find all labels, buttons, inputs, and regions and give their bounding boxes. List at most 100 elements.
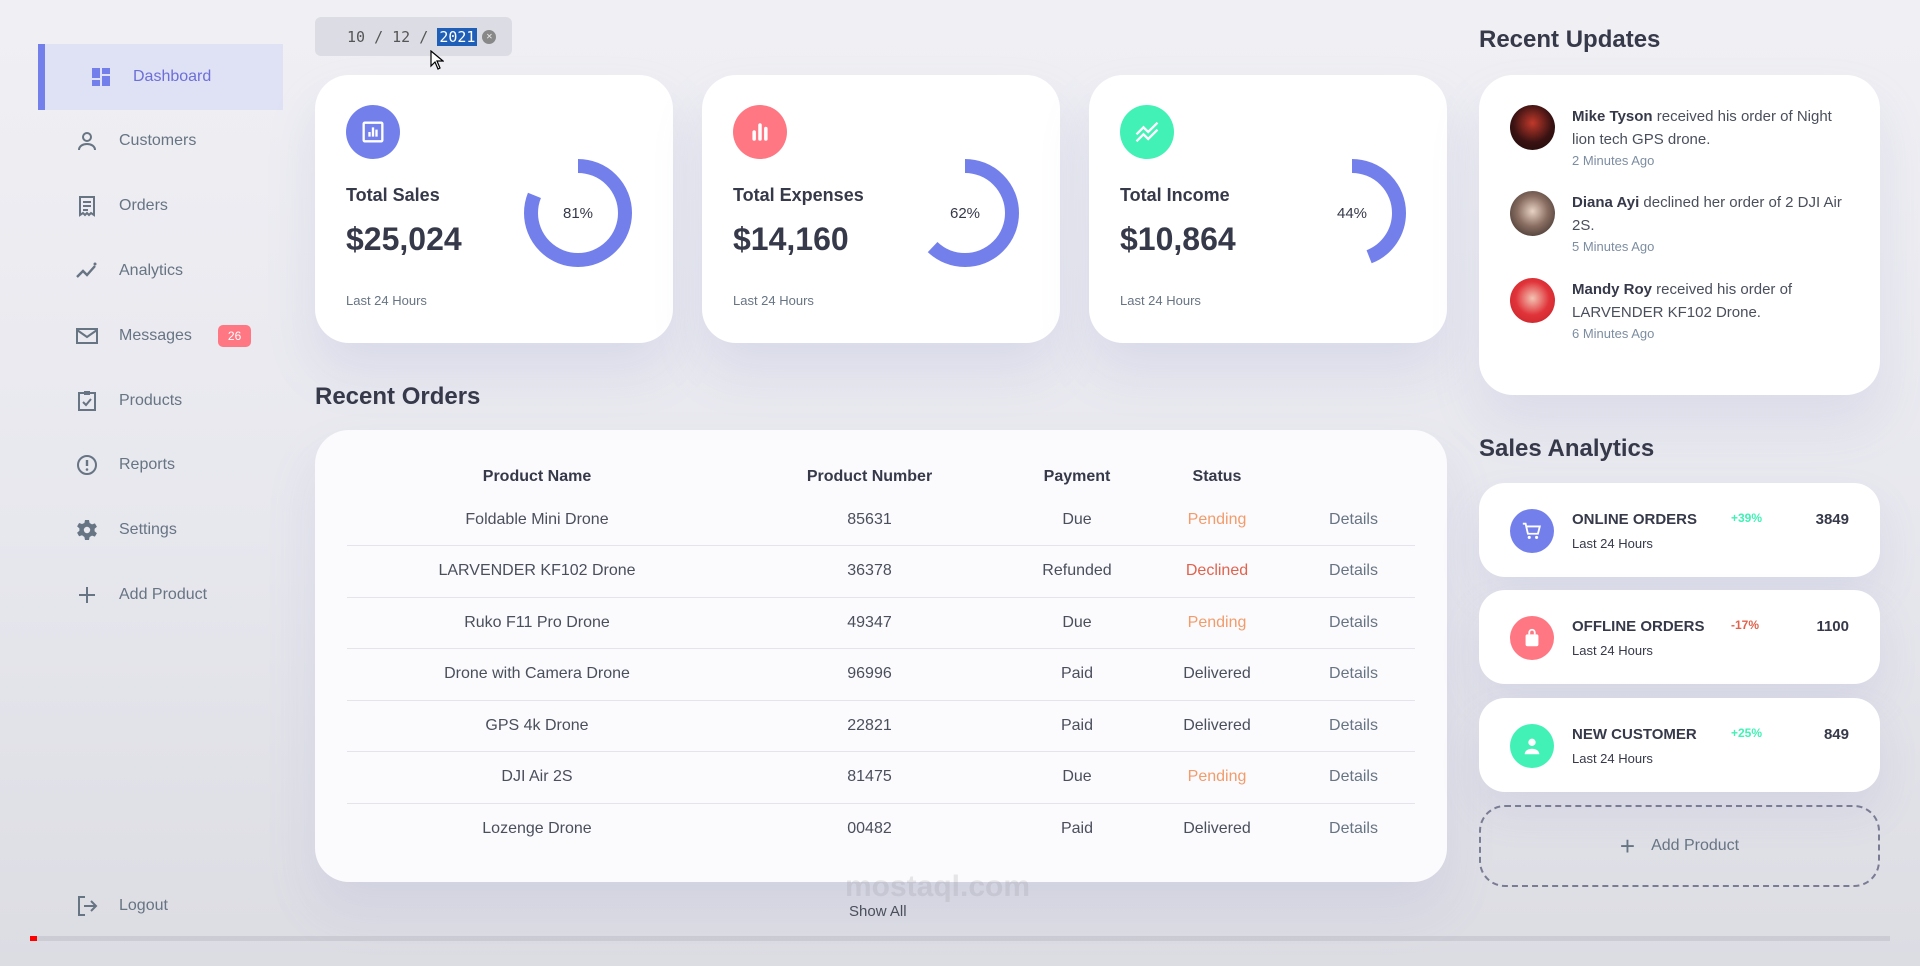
payment-cell: Paid	[1012, 648, 1142, 701]
sidebar-item-label: Settings	[119, 521, 177, 538]
sidebar-item-label: Analytics	[119, 262, 184, 279]
payment-cell: Paid	[1012, 700, 1142, 752]
avatar	[1510, 278, 1555, 323]
video-progress-fill	[30, 936, 38, 941]
status-cell: Delivered	[1142, 700, 1292, 752]
stat-period: Last 24 Hours	[733, 293, 814, 308]
sidebar-item-orders[interactable]: Orders	[38, 173, 283, 239]
clear-date-icon[interactable]: ✕	[482, 29, 497, 44]
sidebar-item-products[interactable]: Products	[38, 368, 283, 434]
update-time: 2 Minutes Ago	[1572, 153, 1655, 168]
product-name-cell: Drone with Camera Drone	[347, 648, 727, 701]
update-message: declined her order of 2 DJI Air 2S.	[1572, 194, 1842, 234]
online-orders-item[interactable]: ONLINE ORDERS Last 24 Hours +39% 3849	[1479, 483, 1880, 577]
details-link[interactable]: Details	[1292, 545, 1415, 598]
details-link[interactable]: Details	[1292, 648, 1415, 701]
watermark-text: mostaql.com	[845, 870, 1031, 903]
update-user-name: Diana Ayi	[1572, 194, 1640, 211]
sidebar-item-logout[interactable]: Logout	[38, 873, 283, 939]
bag-icon	[1510, 616, 1554, 660]
person-icon	[74, 128, 100, 154]
payment-cell: Paid	[1060, 820, 1094, 837]
sidebar-item-add-product[interactable]: Add Product	[38, 562, 283, 628]
sidebar-item-label: Messages	[119, 327, 192, 344]
bar-chart-icon	[346, 105, 400, 159]
details-link[interactable]: Details	[1292, 597, 1415, 649]
sales-analytics-title: Sales Analytics	[1479, 435, 1655, 462]
stat-percent: 62%	[949, 204, 981, 222]
details-link[interactable]: Details	[1292, 700, 1415, 752]
product-number-cell: 49347	[727, 597, 1012, 649]
payment-cell: Due	[1012, 751, 1142, 804]
trending-icon	[1120, 105, 1174, 159]
details-link[interactable]: Details	[1292, 494, 1415, 546]
progress-ring	[1298, 159, 1406, 267]
product-name-cell: GPS 4k Drone	[347, 700, 727, 752]
recent-orders-title: Recent Orders	[315, 383, 481, 410]
offline-orders-item[interactable]: OFFLINE ORDERS Last 24 Hours -17% 1100	[1479, 590, 1880, 684]
column-header: Payment	[1043, 468, 1111, 485]
add-product-button[interactable]: + Add Product	[1479, 805, 1880, 887]
update-message: received his order of LARVENDER KF102 Dr…	[1572, 281, 1793, 321]
progress-ring	[524, 159, 632, 267]
stat-amount: $10,864	[1120, 221, 1236, 257]
column-header	[1292, 460, 1415, 494]
status-cell: Delivered	[1142, 648, 1292, 701]
analytic-value: 1100	[1816, 618, 1849, 635]
video-progress-bar[interactable]	[30, 936, 1890, 941]
sidebar-item-dashboard[interactable]: Dashboard	[38, 44, 283, 110]
avatar	[1510, 105, 1555, 150]
date-year-selected: 2021	[437, 27, 478, 46]
new-customer-item[interactable]: NEW CUSTOMER Last 24 Hours +25% 849	[1479, 698, 1880, 792]
update-user-name: Mike Tyson	[1572, 108, 1653, 125]
sidebar-item-label: Dashboard	[133, 68, 212, 85]
stat-label: Total Expenses	[733, 185, 864, 205]
table-row: GPS 4k Drone 22821 Paid Delivered Details	[347, 700, 1415, 752]
sidebar: Dashboard Customers Orders Analytics Mes…	[38, 44, 283, 934]
gear-icon	[74, 517, 100, 543]
recent-orders-table-card: Product Name Product Number Payment Stat…	[315, 430, 1447, 882]
plus-icon: +	[1619, 831, 1636, 861]
product-name-cell: Ruko F11 Pro Drone	[347, 597, 727, 649]
details-link[interactable]: Details	[1292, 751, 1415, 804]
date-input[interactable]: 10 / 12 / 2021 ✕	[315, 17, 512, 56]
logout-icon	[74, 893, 100, 919]
sidebar-item-messages[interactable]: Messages 26	[38, 303, 283, 369]
stat-percent: 81%	[562, 204, 594, 222]
payment-cell: Due	[1012, 494, 1142, 546]
details-link[interactable]: Details	[1329, 820, 1378, 837]
column-header: Product Name	[482, 468, 592, 485]
table-row: Ruko F11 Pro Drone 49347 Due Pending Details	[347, 597, 1415, 649]
analytic-value: 3849	[1815, 511, 1849, 528]
mail-icon	[74, 323, 100, 349]
avatar	[1510, 191, 1555, 236]
analytic-period: Last 24 Hours	[1572, 536, 1653, 551]
product-name-cell: Lozenge Drone	[482, 820, 592, 837]
update-time: 6 Minutes Ago	[1572, 326, 1655, 341]
person-icon	[1510, 724, 1554, 768]
product-number-cell: 96996	[727, 648, 1012, 701]
status-cell: Delivered	[1183, 820, 1251, 837]
sidebar-item-label: Products	[119, 392, 183, 409]
analytic-title: OFFLINE ORDERS	[1572, 618, 1705, 635]
stat-label: Total Income	[1120, 185, 1230, 205]
receipt-icon	[74, 193, 100, 219]
analytic-period: Last 24 Hours	[1572, 751, 1653, 766]
column-header: Product Number	[806, 468, 933, 485]
insights-icon	[74, 258, 100, 284]
cart-icon	[1510, 509, 1554, 553]
table-header-row: Product Name Product Number Payment Stat…	[347, 460, 1415, 494]
update-item: Diana Ayi declined her order of 2 DJI Ai…	[1510, 191, 1855, 254]
sidebar-item-analytics[interactable]: Analytics	[38, 238, 283, 304]
stat-amount: $25,024	[346, 221, 462, 257]
analytic-percent: -17%	[1731, 618, 1760, 632]
payment-cell: Due	[1012, 597, 1142, 649]
show-all-link[interactable]: Show All	[849, 903, 907, 920]
sidebar-item-reports[interactable]: Reports	[38, 432, 283, 498]
analytic-period: Last 24 Hours	[1572, 643, 1653, 658]
sidebar-item-settings[interactable]: Settings	[38, 497, 283, 563]
sidebar-item-customers[interactable]: Customers	[38, 108, 283, 174]
table-row: Foldable Mini Drone 85631 Due Pending Detail…	[347, 494, 1415, 546]
product-name-cell: DJI Air 2S	[347, 751, 727, 804]
stat-period: Last 24 Hours	[346, 293, 427, 308]
